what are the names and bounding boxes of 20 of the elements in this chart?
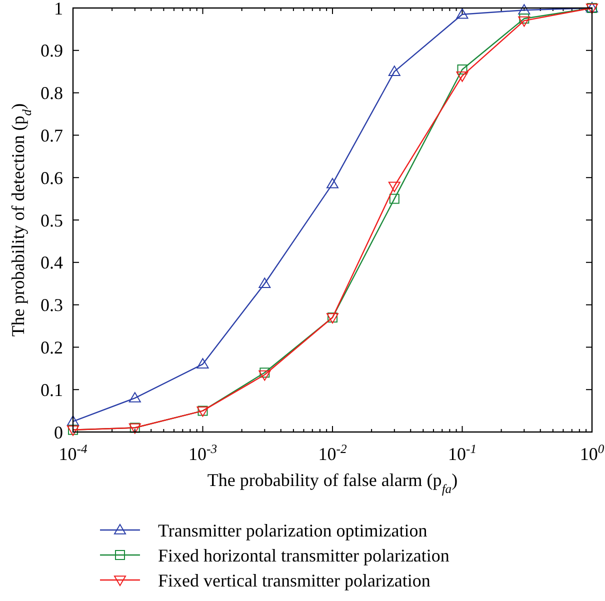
y-tick-label: 0.3 xyxy=(40,295,63,316)
y-tick-label: 1 xyxy=(54,0,63,18)
x-tick-label: 10$^{-1}$ xyxy=(448,442,476,464)
legend-label: Fixed horizontal transmitter polarization xyxy=(158,545,450,566)
y-tick-label: 0.6 xyxy=(40,168,63,188)
y-tick-label: 0.7 xyxy=(40,126,63,146)
x-tick-label: 10$^{-2}$ xyxy=(318,442,348,464)
y-tick-label: 0.9 xyxy=(40,40,63,61)
y-tick-label: 0.5 xyxy=(40,210,63,230)
y-tick-label: 0 xyxy=(54,422,63,442)
y-tick-label: 0.4 xyxy=(40,252,63,273)
x-axis-title: The probability of false alarm (p$_{fa}$) xyxy=(207,470,458,496)
x-tick-label: 10$^{-4}$ xyxy=(58,442,88,464)
x-tick-label: 10$^{0}$ xyxy=(580,442,605,464)
legend-label: Transmitter polarization optimization xyxy=(158,520,428,540)
legend-label: Fixed vertical transmitter polarization xyxy=(158,570,430,590)
x-tick-label: 10$^{-3}$ xyxy=(188,442,217,464)
y-tick-label: 0.2 xyxy=(40,338,63,358)
y-tick-label: 0.8 xyxy=(40,83,63,104)
y-tick-label: 0.1 xyxy=(40,380,63,400)
